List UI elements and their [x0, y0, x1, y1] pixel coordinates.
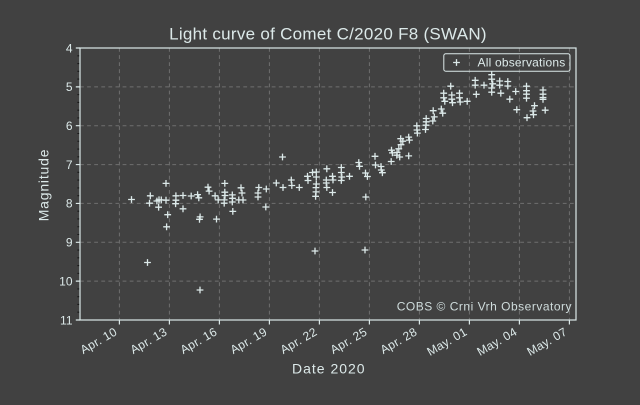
svg-text:6: 6: [66, 119, 73, 133]
svg-text:COBS © Crni Vrh Observatory: COBS © Crni Vrh Observatory: [397, 300, 572, 314]
svg-text:9: 9: [66, 236, 73, 250]
svg-text:8: 8: [66, 197, 73, 211]
svg-text:7: 7: [66, 158, 73, 172]
svg-text:Date 2020: Date 2020: [292, 361, 366, 377]
svg-text:Light curve of Comet C/2020 F8: Light curve of Comet C/2020 F8 (SWAN): [169, 25, 487, 44]
svg-text:All observations: All observations: [478, 56, 566, 70]
svg-text:10: 10: [59, 274, 73, 288]
svg-text:Magnitude: Magnitude: [36, 149, 52, 222]
svg-text:11: 11: [60, 313, 73, 327]
svg-text:5: 5: [66, 80, 73, 94]
svg-text:4: 4: [66, 41, 73, 55]
